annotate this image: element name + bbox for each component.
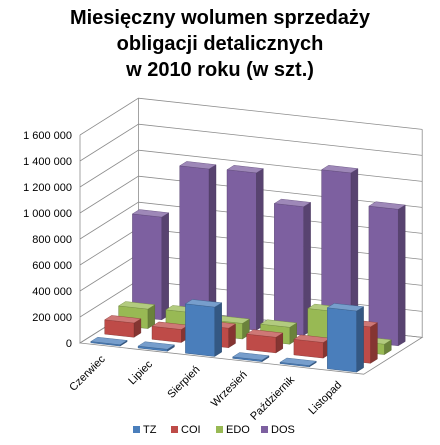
bar-dos-1 [179,161,217,326]
bar-coi-4 [293,334,331,359]
y-axis: 0 200 000 400 000 600 000 800 000 1 000 000 1 … [23,130,72,350]
y-tick-label: 400 000 [32,286,72,298]
bar-tz-2 [184,299,223,357]
legend-swatch [216,426,223,433]
bar-top [90,336,128,346]
bar-side [370,322,378,364]
bar-top [226,165,264,174]
y-tick-label: 1 400 000 [23,156,72,168]
bar-top [232,352,270,361]
y-tick-label: 800 000 [32,234,72,246]
bar-top [273,198,312,207]
bar-side [161,212,169,321]
y-tick-label: 1 200 000 [23,182,72,194]
bar-dos-2 [226,165,264,331]
bar-front [327,307,357,373]
bar-front [226,169,257,331]
legend-item-edo: EDO [216,424,250,436]
bar-top [118,301,156,310]
x-category-label: Listopad [306,379,344,417]
x-category-label: Lipiec [126,358,155,387]
bar-side [256,168,264,331]
legend-swatch [261,426,268,433]
bar-coi-3 [246,329,284,354]
bar-coi-1 [151,321,189,343]
x-category-label: Sierpień [165,364,202,401]
bar-top [179,161,217,170]
legend-swatch [133,426,140,433]
y-tick-label: 200 000 [32,312,72,324]
legend: TZ COI EDO DOS [133,424,295,436]
bar-top [104,315,142,324]
gridline [79,123,423,162]
chart-title-line-1: Miesięczny wolumen sprzedaży [70,7,371,29]
legend-label: COI [181,424,201,436]
bar-top [326,303,365,312]
bar-tz-1 [137,341,175,352]
y-tick-label: 1 600 000 [23,130,72,142]
chart-title-line-2: obligacji detalicznych [117,33,324,55]
bar-front [274,203,304,336]
bar-coi-0 [104,315,142,338]
bar-top [259,319,298,328]
bar-side [398,204,406,347]
bar-top [184,299,223,308]
y-tick-label: 600 000 [32,260,72,272]
bar-top [321,165,359,174]
legend-item-coi: COI [171,424,201,436]
bar-top [368,201,406,210]
legend-label: DOS [271,424,295,436]
legend-item-dos: DOS [261,424,295,436]
bar-top [279,357,317,366]
chart-title: Miesięczny wolumen sprzedaży obligacji d… [70,7,371,81]
y-tick-label: 0 [66,338,72,350]
bar-dos-5 [368,201,406,347]
bars [90,161,406,373]
x-category-label: Październik [248,374,297,423]
bar-top [246,329,284,338]
gridline [79,97,423,136]
legend-swatch [171,426,178,433]
bar-dos-3 [273,198,312,336]
bar-top [137,341,175,350]
bar-tz-3 [232,352,270,363]
legend-label: EDO [226,424,250,436]
bar-side [214,302,222,357]
bar-tz-5 [326,303,365,373]
bar-tz-4 [279,357,317,368]
chart-title-line-3: w 2010 roku (w szt.) [125,59,314,81]
bar-side [356,306,364,373]
bar-side [208,164,217,326]
bar-tz-0 [90,336,128,347]
legend-label: TZ [143,424,157,436]
bar-top [131,209,170,218]
x-category-label: Czerwiec [67,353,108,394]
legend-item-tz: TZ [133,424,157,436]
x-category-label: Wrzesień [209,369,250,410]
y-tick-label: 1 000 000 [23,208,72,220]
bar-front [185,303,215,357]
